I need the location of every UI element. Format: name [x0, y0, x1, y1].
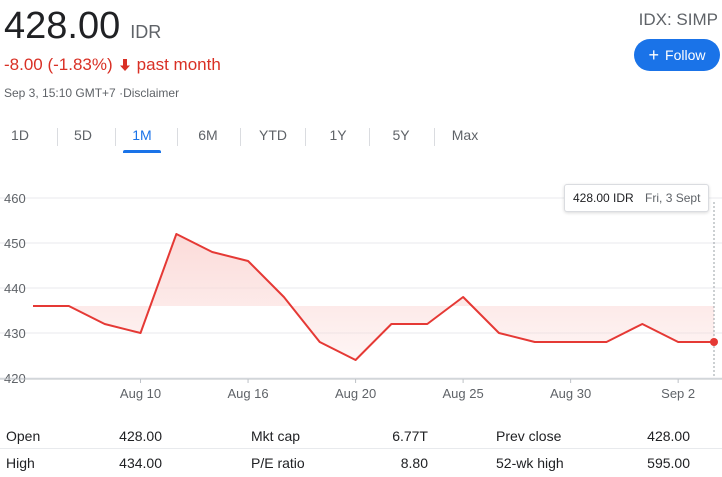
price-line [33, 233, 714, 361]
tab-divider [240, 128, 241, 146]
x-tick-label: Sep 2 [661, 386, 695, 401]
tab-1y[interactable]: 1Y [329, 127, 347, 143]
stat-value-prev-close: 428.00 [647, 428, 690, 444]
tab-1m[interactable]: 1M [121, 119, 163, 153]
stat-label-pe-ratio: P/E ratio [251, 455, 305, 471]
change-value: -8.00 (-1.83%) [4, 55, 113, 74]
x-tick-label: Aug 10 [120, 386, 161, 401]
tab-divider [434, 128, 435, 146]
stat-label-mkt-cap: Mkt cap [251, 428, 301, 444]
tab-1d[interactable]: 1D [11, 127, 29, 143]
y-tick-label: 450 [4, 236, 26, 251]
stat-value-high: 434.00 [119, 455, 162, 471]
tooltip-price: 428.00 IDR [573, 191, 634, 205]
hover-tooltip: 428.00 IDR Fri, 3 Sept [564, 184, 710, 212]
y-tick-label: 440 [4, 281, 26, 296]
arrow-down-icon [119, 58, 131, 72]
stats-row: High 434.00 P/E ratio 8.80 52-wk high 59… [0, 451, 722, 475]
stats-row: Open 428.00 Mkt cap 6.77T Prev close 428… [0, 424, 722, 449]
stat-value-52wk-high: 595.00 [647, 455, 690, 471]
tab-max[interactable]: Max [451, 127, 479, 143]
follow-button[interactable]: + Follow [634, 39, 720, 71]
tab-5y[interactable]: 5Y [392, 127, 410, 143]
meta-separator: · [119, 86, 124, 100]
stat-value-open: 428.00 [119, 428, 162, 444]
x-tick-label: Aug 30 [550, 386, 591, 401]
y-tick-label: 430 [4, 326, 26, 341]
stat-label-high: High [6, 455, 35, 471]
stat-label-prev-close: Prev close [496, 428, 562, 444]
tab-divider [305, 128, 306, 146]
stat-value-pe-ratio: 8.80 [400, 455, 428, 471]
x-tick-label: Aug 20 [335, 386, 376, 401]
change-period: past month [136, 55, 221, 74]
tab-6m[interactable]: 6M [198, 127, 218, 143]
area-fill [33, 234, 714, 360]
range-tabs: 1D 5D 1M 6M YTD 1Y 5Y Max [0, 119, 500, 153]
quote-meta: Sep 3, 15:10 GMT+7 ·Disclaimer [4, 86, 179, 100]
tab-divider [57, 128, 58, 146]
tab-divider [177, 128, 178, 146]
price-change: -8.00 (-1.83%) past month [4, 55, 221, 75]
tab-5d[interactable]: 5D [74, 127, 92, 143]
x-tick-label: Aug 25 [443, 386, 484, 401]
disclaimer-link[interactable]: Disclaimer [123, 86, 180, 100]
stat-label-52wk-high: 52-wk high [496, 455, 564, 471]
tab-ytd[interactable]: YTD [259, 127, 287, 143]
tooltip-date: Fri, 3 Sept [645, 191, 701, 205]
current-price: 428.00 [4, 5, 121, 47]
exchange-ticker[interactable]: IDX: SIMP [638, 10, 718, 29]
follow-label: Follow [665, 47, 706, 63]
x-tick-label: Aug 16 [227, 386, 268, 401]
y-tick-label: 460 [4, 191, 26, 206]
currency-code: IDR [130, 22, 162, 42]
tab-divider [115, 128, 116, 146]
quote-timestamp: Sep 3, 15:10 GMT+7 [4, 86, 116, 100]
price-header: 428.00 IDR [4, 4, 161, 48]
tab-divider [369, 128, 370, 146]
plus-icon: + [648, 44, 660, 65]
stat-label-open: Open [6, 428, 41, 444]
stat-value-mkt-cap: 6.77T [392, 428, 428, 444]
last-point-marker [710, 338, 718, 346]
